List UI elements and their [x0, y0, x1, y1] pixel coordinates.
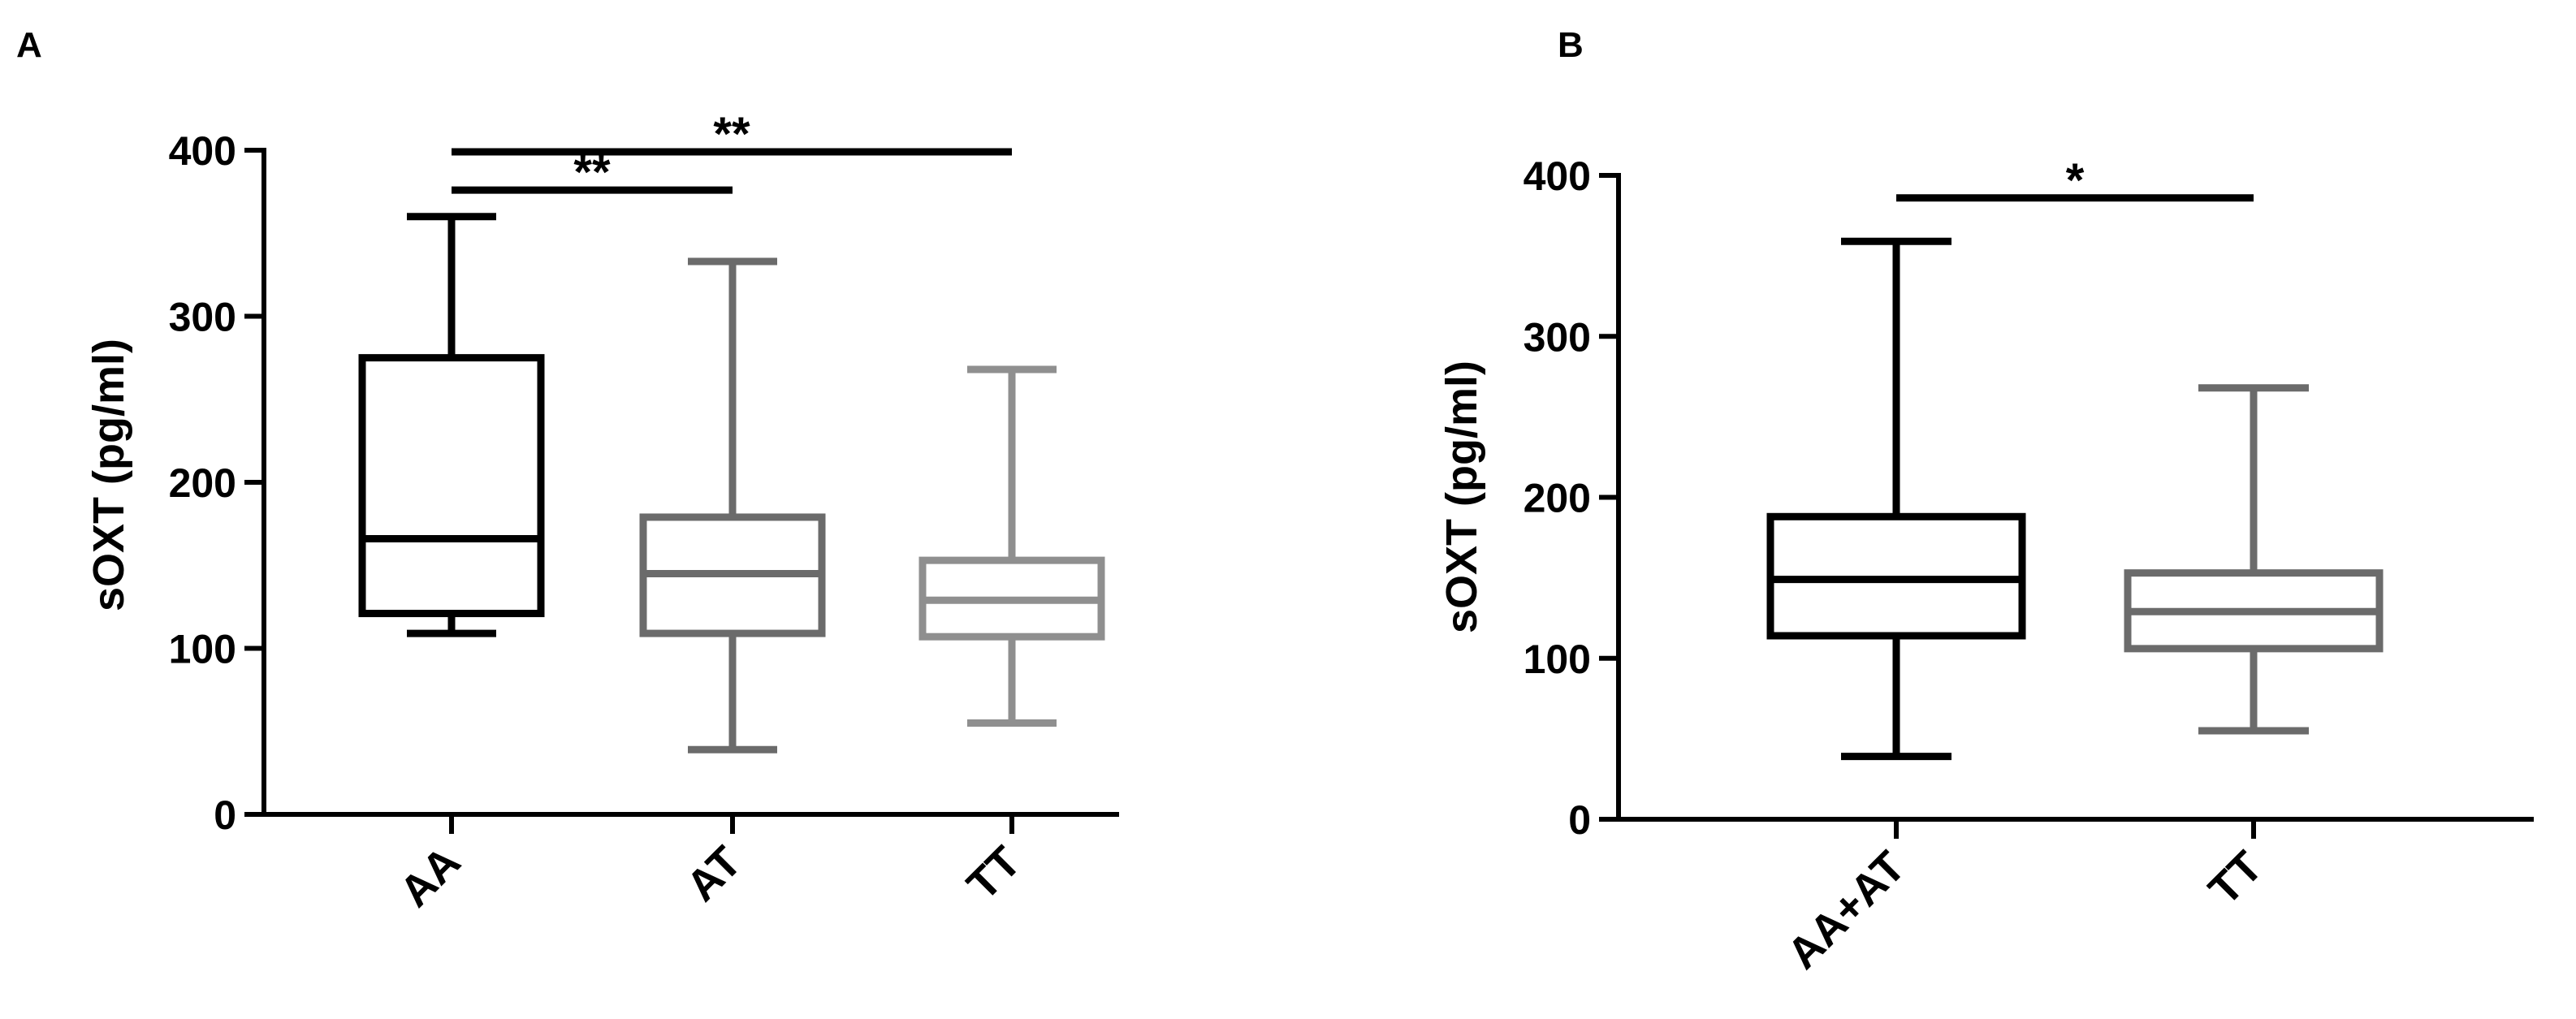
- panel-a-y-axis-label: sOXT (pg/ml): [84, 339, 133, 611]
- panel-b-box-aa-at: [1766, 237, 2026, 761]
- panel-b-y-tick-label: 300: [1524, 314, 1591, 360]
- panel-a-significance: ** **: [452, 108, 1012, 199]
- panel-a-significance-label: **: [573, 146, 611, 199]
- panel-a-y-tick-label: 400: [169, 128, 236, 174]
- panel-b-significance-label: *: [2066, 154, 2085, 207]
- panel-b-y-tick-label: 100: [1524, 637, 1591, 682]
- panel-a-boxes: [358, 213, 1105, 753]
- panel-a-y-tick-label: 300: [169, 295, 236, 340]
- panel-b-y-tick-label: 0: [1568, 797, 1591, 843]
- panel-b-label: B: [1558, 25, 1584, 65]
- panel-b-y-tick-label: 200: [1524, 476, 1591, 521]
- panel-a-y-tick-label: 0: [214, 792, 236, 838]
- iqr-box: [358, 354, 545, 618]
- panel-a-box-at: [639, 257, 826, 753]
- panel-a-box-tt: [918, 365, 1105, 728]
- panel-a-y-tick-label: 200: [169, 460, 236, 506]
- panel-a-label: A: [16, 25, 42, 65]
- panel-a-box-aa: [358, 213, 545, 637]
- panel-b-significance: *: [1896, 154, 2254, 207]
- panel-b-box-tt: [2124, 384, 2384, 735]
- panel-a-y-tick-label: 100: [169, 627, 236, 672]
- panel-b-y-tick-label: 400: [1524, 153, 1591, 199]
- panel-a-y-ticks: 0 100 200 300 400: [169, 128, 264, 838]
- panel-b-boxes: [1766, 237, 2384, 761]
- panel-a-significance-label: **: [713, 108, 750, 161]
- panel-b-y-axis-label: sOXT (pg/ml): [1437, 361, 1486, 633]
- panel-b-y-ticks: 0 100 200 300 400: [1524, 153, 1619, 843]
